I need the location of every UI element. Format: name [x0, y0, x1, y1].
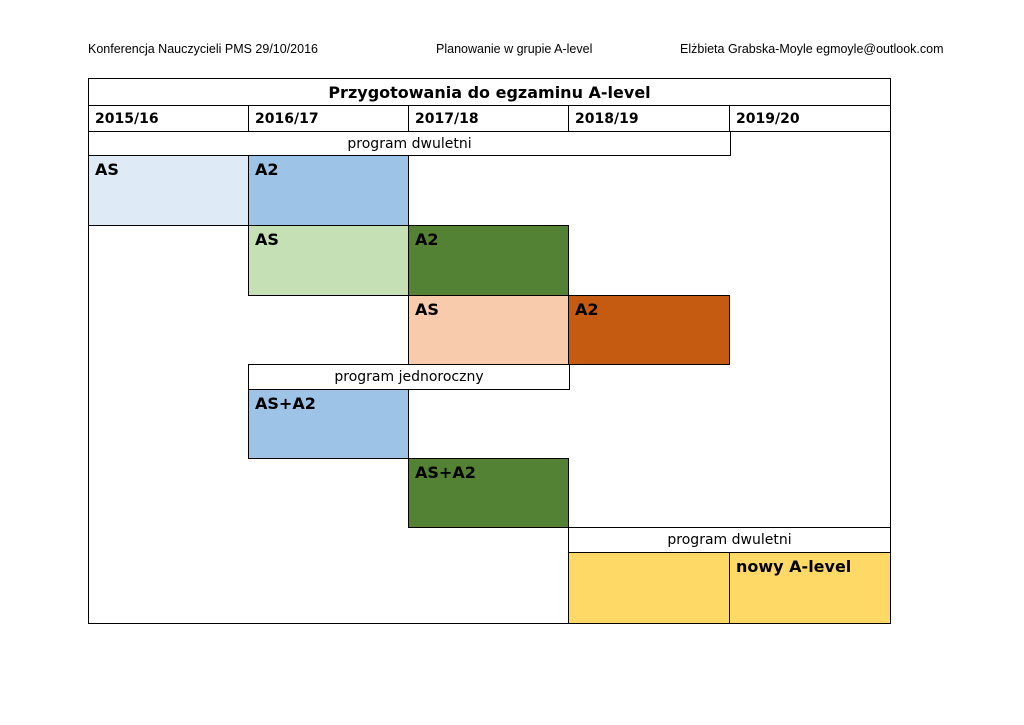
block-row4-asa2: AS+A2 — [248, 389, 409, 459]
header-conference: Konferencja Nauczycieli PMS 29/10/2016 — [88, 42, 318, 56]
block-row5-asa2: AS+A2 — [408, 458, 569, 528]
program-two-year-label: program dwuletni — [88, 131, 731, 156]
block-new-2018-19 — [568, 552, 730, 624]
block-new-a-level: nowy A-level — [729, 552, 891, 624]
header-author: Elżbieta Grabska-Moyle egmoyle@outlook.c… — [680, 42, 944, 56]
block-row3-a2: A2 — [568, 295, 730, 365]
program-one-year-label: program jednoroczny — [248, 364, 570, 390]
year-2019-20: 2019/20 — [729, 105, 891, 132]
row2-divider — [88, 225, 249, 226]
year-2015-16: 2015/16 — [88, 105, 249, 132]
year-2017-18: 2017/18 — [408, 105, 569, 132]
planning-table: Przygotowania do egzaminu A-level 2015/1… — [88, 78, 891, 624]
table-title: Przygotowania do egzaminu A-level — [88, 78, 891, 106]
year-2016-17: 2016/17 — [248, 105, 409, 132]
program-two-year-label-new: program dwuletni — [568, 527, 891, 553]
block-row1-a2: A2 — [248, 155, 409, 226]
block-row3-as: AS — [408, 295, 569, 365]
block-row2-a2: A2 — [408, 225, 569, 296]
year-2018-19: 2018/19 — [568, 105, 730, 132]
block-row2-as: AS — [248, 225, 409, 296]
header-topic: Planowanie w grupie A-level — [436, 42, 593, 56]
block-row1-as: AS — [88, 155, 249, 226]
